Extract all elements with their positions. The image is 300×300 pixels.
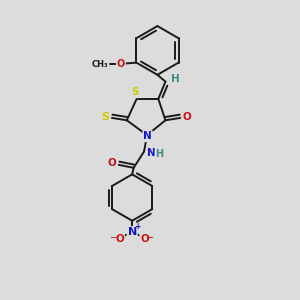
Text: +: + [134, 222, 140, 231]
Text: S: S [131, 87, 139, 97]
Text: CH₃: CH₃ [91, 60, 108, 69]
Text: O: O [108, 158, 117, 168]
Text: N: N [147, 148, 156, 158]
Text: S: S [101, 112, 109, 122]
Text: N: N [128, 227, 137, 237]
Text: O: O [115, 234, 124, 244]
Text: H: H [155, 149, 164, 160]
Text: O: O [140, 234, 149, 244]
Text: −: − [146, 233, 154, 243]
Text: O: O [117, 59, 125, 69]
Text: O: O [182, 112, 191, 122]
Text: H: H [172, 74, 180, 84]
Text: N: N [143, 131, 152, 141]
Text: −: − [110, 233, 118, 243]
